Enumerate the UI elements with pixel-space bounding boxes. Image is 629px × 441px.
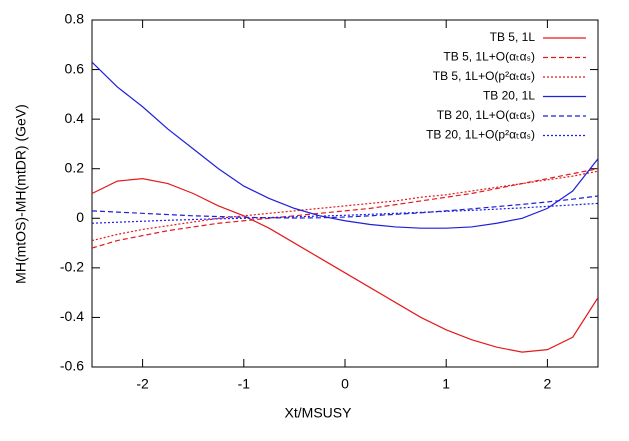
legend-label: TB 5, 1L+O(αₜαₛ) <box>443 50 535 64</box>
series-line <box>92 178 598 353</box>
x-tick-label: -1 <box>238 376 251 392</box>
legend-label: TB 20, 1L+O(αₜαₛ) <box>437 108 535 122</box>
series-line <box>92 61 598 229</box>
x-axis-label: Xt/MSUSY <box>285 405 353 421</box>
series-line <box>92 168 598 249</box>
y-tick-label: -0.2 <box>60 259 84 275</box>
y-tick-label: 0.8 <box>65 11 85 27</box>
y-tick-label: 0 <box>76 209 84 225</box>
x-tick-label: 2 <box>544 376 552 392</box>
y-tick-label: 0.6 <box>65 60 85 76</box>
series-line <box>92 170 598 242</box>
y-tick-label: -0.6 <box>60 358 84 374</box>
x-tick-label: -2 <box>136 376 149 392</box>
legend-label: TB 20, 1L <box>483 89 535 103</box>
series-line <box>92 202 598 224</box>
legend-label: TB 5, 1L+O(p²αₜαₛ) <box>433 69 535 83</box>
y-tick-label: 0.2 <box>65 159 85 175</box>
x-tick-label: 0 <box>341 376 349 392</box>
series-line <box>92 195 598 219</box>
y-axis-label: MH(mtOS)-MH(mtDR) (GeV) <box>13 104 29 284</box>
y-tick-label: -0.4 <box>60 308 84 324</box>
legend-label: TB 20, 1L+O(p²αₜαₛ) <box>426 128 535 142</box>
legend-label: TB 5, 1L <box>490 30 536 44</box>
y-tick-label: 0.4 <box>65 110 85 126</box>
x-tick-label: 1 <box>442 376 450 392</box>
